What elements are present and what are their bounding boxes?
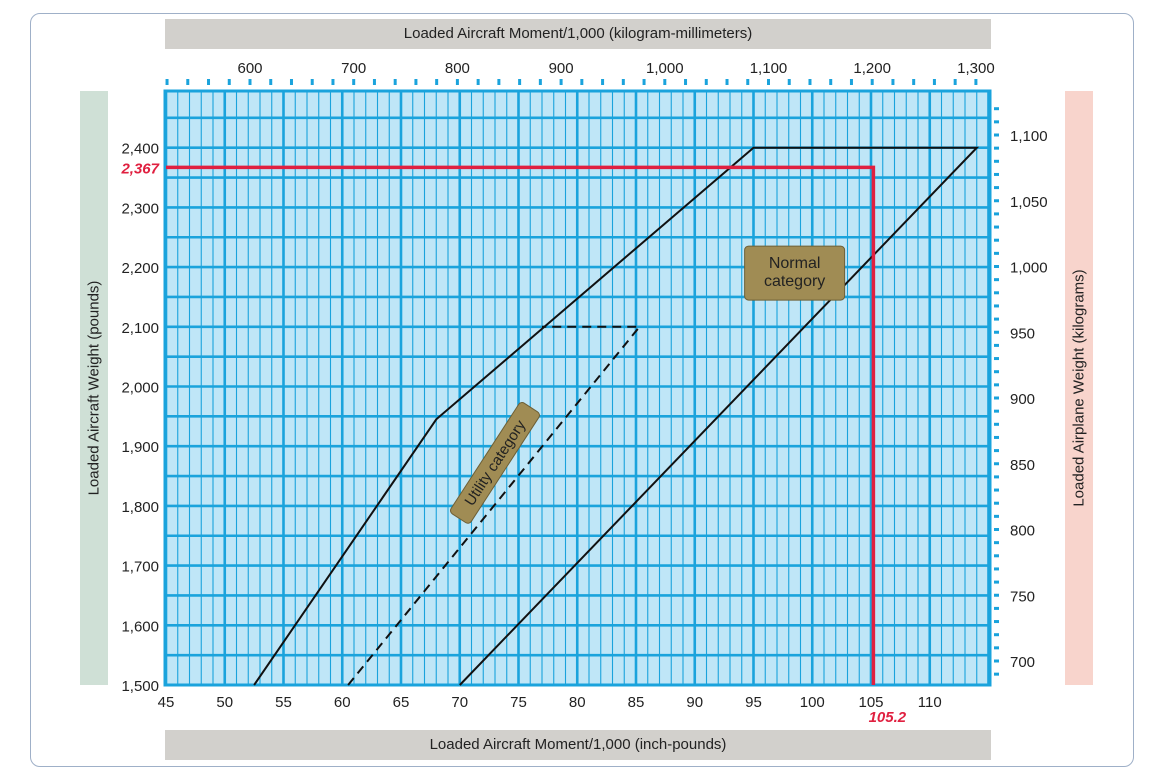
left-axis-band (80, 91, 108, 685)
y-tick-label: 2,000 (121, 380, 159, 397)
top-tick-label: 1,100 (750, 60, 788, 77)
y-tick-label: 1,900 (121, 439, 159, 456)
top-tick-label: 600 (237, 60, 262, 77)
y-tick-label: 1,600 (121, 618, 159, 635)
right-tick-label: 1,000 (1010, 260, 1048, 277)
normal-category-box (744, 245, 846, 301)
y-tick-label: 2,300 (121, 200, 159, 217)
x-tick-label: 100 (800, 694, 825, 711)
right-tick-label: 750 (1010, 588, 1035, 605)
right-tick-label: 1,100 (1010, 128, 1048, 145)
x-tick-label: 85 (628, 694, 645, 711)
envelope-line (253, 146, 980, 686)
plot-border (163, 89, 992, 687)
highlight-line (166, 165, 876, 685)
top-tick-label: 1,000 (646, 60, 684, 77)
y-tick-label: 1,500 (121, 678, 159, 695)
bottom-axis-title: Loaded Aircraft Moment/1,000 (inch-pound… (165, 730, 991, 760)
y-tick-label: 1,800 (121, 499, 159, 516)
right-tick-label: 850 (1010, 457, 1035, 474)
right-tick-label: 700 (1010, 654, 1035, 671)
x-tick-label: 60 (334, 694, 351, 711)
right-tick-label: 800 (1010, 523, 1035, 540)
highlight-weight-label: 2,367 (120, 160, 159, 177)
y-tick-label: 2,100 (121, 320, 159, 337)
x-tick-label: 80 (569, 694, 586, 711)
normal-category-label: Normal category (764, 255, 825, 290)
x-tick-label: 110 (918, 694, 942, 711)
top-axis-title: Loaded Aircraft Moment/1,000 (kilogram-m… (165, 19, 991, 49)
top-tick-label: 700 (341, 60, 366, 77)
x-tick-label: 45 (158, 694, 175, 711)
y-tick-label: 2,400 (121, 141, 159, 158)
right-tick-label: 950 (1010, 325, 1035, 342)
right-tick-label: 900 (1010, 391, 1035, 408)
x-tick-label: 90 (686, 694, 703, 711)
top-tick-label: 800 (445, 60, 470, 77)
y-tick-label: 1,700 (121, 559, 159, 576)
utility-category-box (450, 402, 540, 524)
top-tick-label: 900 (549, 60, 574, 77)
highlight-moment-label: 105.2 (869, 709, 907, 726)
x-tick-label: 65 (393, 694, 410, 711)
right-tick-label: 1,050 (1010, 194, 1048, 211)
right-axis-band (1065, 91, 1093, 685)
x-tick-label: 70 (451, 694, 468, 711)
y-tick-label: 2,200 (121, 260, 159, 277)
top-tick-label: 1,300 (957, 60, 995, 77)
top-tick-label: 1,200 (853, 60, 891, 77)
utility-dashed-line (347, 325, 642, 686)
x-tick-label: 75 (510, 694, 527, 711)
x-tick-label: 55 (275, 694, 292, 711)
x-tick-label: 95 (745, 694, 762, 711)
x-tick-label: 50 (216, 694, 233, 711)
x-tick-label: 105 (858, 694, 883, 711)
